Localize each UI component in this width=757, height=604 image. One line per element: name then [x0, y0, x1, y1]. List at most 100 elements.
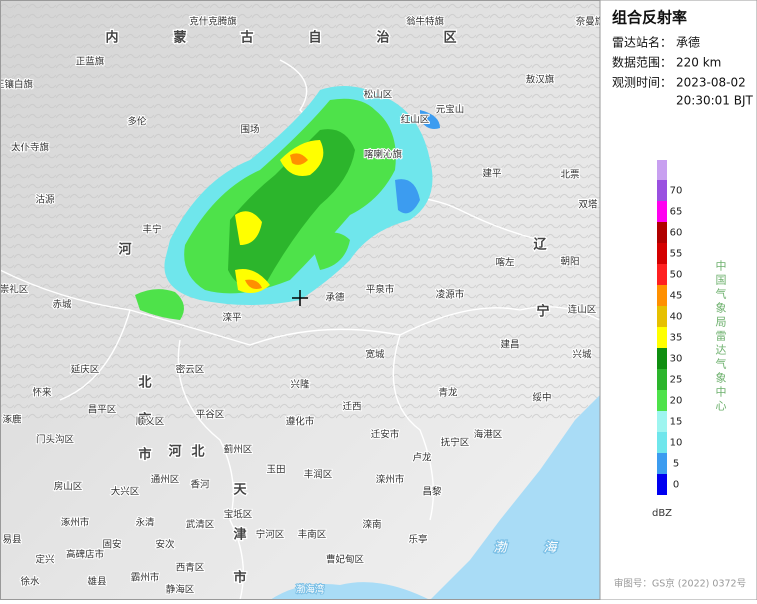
- region-label: 河: [168, 444, 181, 460]
- legend-swatch: [657, 243, 667, 264]
- place-label: 建昌: [500, 339, 519, 351]
- place-label: 双塔: [578, 199, 598, 211]
- legend-swatch: [657, 201, 667, 222]
- legend-swatch: [657, 390, 667, 411]
- legend-label: 40: [670, 312, 683, 323]
- legend: 0 5 10 15 20 25 30 35 40 45 50 55 60 65 70: [657, 160, 682, 495]
- region-label: 海: [543, 541, 558, 556]
- legend-label: 25: [670, 375, 683, 386]
- place-label: 丰南区: [298, 529, 327, 541]
- map: 内蒙古自治区河北京市河北天津市辽宁渤海克什克腾旗翁牛特旗奈曼旗正蓝旗敖汉旗正镶白…: [0, 0, 606, 601]
- region-label: 北: [138, 376, 151, 391]
- place-label: 易县: [2, 535, 21, 546]
- place-label: 霸州市: [131, 572, 160, 584]
- place-label: 平泉市: [366, 284, 395, 296]
- place-label: 密云区: [176, 364, 205, 376]
- place-label: 遵化市: [286, 416, 315, 428]
- place-label: 绥中: [532, 392, 551, 404]
- region-label: 河: [118, 242, 131, 258]
- place-label: 滦平: [222, 312, 242, 324]
- legend-swatch: [657, 306, 667, 327]
- place-label: 玉田: [266, 465, 285, 476]
- place-label: 房山区: [54, 481, 83, 493]
- place-label: 安次: [155, 539, 175, 551]
- place-label: 丰润区: [304, 469, 333, 481]
- region-label: 津: [233, 527, 246, 543]
- legend-swatch: [657, 474, 667, 495]
- place-label: 固安: [102, 539, 121, 551]
- place-label: 抚宁区: [441, 437, 470, 449]
- place-label: 蓟州区: [224, 444, 253, 456]
- place-label: 顺义区: [136, 417, 165, 428]
- place-label: 高碑店市: [66, 549, 105, 561]
- field-label: 雷达站名：: [612, 35, 672, 50]
- place-label: 凌源市: [436, 289, 465, 301]
- region-label: 市: [233, 570, 246, 586]
- place-label: 渤海湾: [296, 584, 325, 596]
- place-label: 怀来: [32, 387, 52, 399]
- legend-swatch: [657, 180, 667, 201]
- place-label: 青龙: [438, 387, 458, 399]
- region-label: 北: [191, 445, 204, 460]
- place-label: 承德: [325, 292, 345, 304]
- place-label: 宝坻区: [224, 509, 253, 521]
- place-label: 丰宁: [142, 224, 161, 236]
- place-label: 兴隆: [290, 379, 310, 391]
- place-label: 延庆区: [71, 364, 100, 376]
- place-label: 建平: [482, 168, 502, 180]
- place-label: 崇礼区: [0, 284, 29, 296]
- region-label: 古: [240, 30, 253, 46]
- sea: [430, 395, 600, 600]
- field-value: 220 km: [676, 56, 721, 70]
- radar-station: [292, 290, 308, 306]
- unit: dBZ: [652, 508, 672, 519]
- place-label: 敖汉旗: [526, 74, 555, 86]
- legend-swatch: [657, 285, 667, 306]
- place-label: 乐亭: [408, 534, 427, 546]
- place-label: 大兴区: [111, 486, 140, 498]
- legend-swatch: [657, 327, 667, 348]
- legend-swatch: [657, 453, 667, 474]
- footer: 审图号：GS京 (2022) 0372号: [614, 578, 746, 590]
- legend-label: 5: [673, 459, 679, 470]
- place-label: 滦州市: [376, 474, 405, 486]
- place-label: 迁安市: [371, 429, 400, 441]
- region-label: 区: [443, 31, 456, 46]
- place-label: 平谷区: [196, 410, 225, 421]
- place-label: 迁西: [342, 402, 361, 413]
- region-label: 内: [105, 30, 118, 46]
- legend-label: 20: [670, 396, 683, 407]
- place-label: 元宝山: [436, 104, 465, 116]
- place-label: 正镶白旗: [0, 79, 33, 91]
- field-label: 观测时间：: [612, 76, 672, 90]
- region-label: 自: [308, 30, 321, 46]
- place-label: 门头沟区: [36, 434, 75, 446]
- legend-label: 45: [670, 291, 683, 302]
- place-label: 武清区: [186, 519, 215, 531]
- region-label: 蒙: [173, 30, 186, 46]
- legend-swatch: [657, 348, 667, 369]
- legend-label: 15: [670, 417, 683, 428]
- place-label: 正蓝旗: [76, 56, 105, 68]
- place-label: 卢龙: [412, 452, 432, 464]
- place-label: 克什克腾旗: [189, 16, 237, 28]
- sea-bay: [270, 582, 430, 600]
- place-label: 北票: [560, 170, 580, 181]
- place-label: 海港区: [474, 429, 503, 441]
- place-label: 翁牛特旗: [406, 16, 445, 28]
- region-label: 京: [138, 412, 151, 428]
- agency: 中国气象局雷达气象中心: [714, 260, 727, 414]
- place-label: 松山区: [364, 89, 393, 101]
- place-label: 滦南: [362, 519, 381, 531]
- field-value: 2023-08-02: [676, 76, 746, 90]
- radar-echo: [135, 86, 440, 320]
- place-label: 永清: [135, 517, 155, 529]
- field-value: 20:30:01 BJT: [676, 94, 753, 108]
- region-label: 市: [138, 447, 151, 463]
- place-label: 定兴: [35, 554, 54, 566]
- place-label: 昌平区: [88, 405, 117, 416]
- field-label: 数据范围：: [612, 55, 672, 70]
- legend-label: 0: [673, 480, 679, 491]
- field-value: 承德: [676, 35, 700, 50]
